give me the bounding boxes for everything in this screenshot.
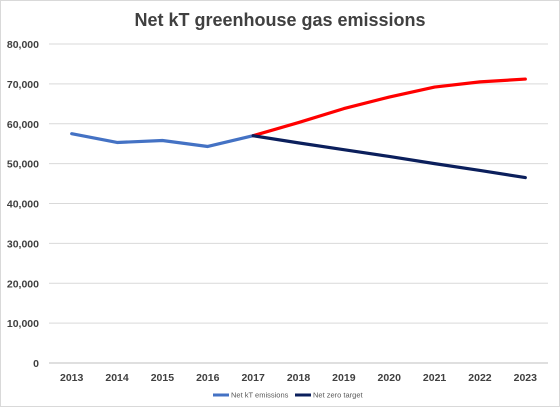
y-axis: 0 10,000 20,000 30,000 40,000 50,000 60,000 70,… (7, 39, 39, 370)
legend-label: Net kT emissions (231, 391, 289, 400)
y-tick-label: 20,000 (7, 278, 39, 290)
x-tick-label: 2015 (151, 372, 175, 384)
y-tick-label: 70,000 (7, 79, 39, 91)
y-tick-label: 60,000 (7, 119, 39, 131)
series-lines (70, 77, 527, 180)
x-tick-label: 2013 (60, 372, 84, 384)
gridlines (49, 43, 548, 364)
x-tick-label: 2020 (378, 372, 402, 384)
x-tick-label: 2018 (287, 372, 311, 384)
y-tick-label: 80,000 (7, 39, 39, 51)
x-tick-label: 2016 (196, 372, 220, 384)
x-tick-label: 2019 (332, 372, 356, 384)
y-tick-label: 0 (33, 358, 39, 370)
x-axis: 2013 2014 2015 2016 2017 2018 2019 2020 2021 2022… (60, 372, 537, 384)
y-tick-label: 10,000 (7, 318, 39, 330)
y-tick-label: 30,000 (7, 238, 39, 250)
y-tick-label: 50,000 (7, 159, 39, 171)
legend: Net kT emissions Net zero target (213, 391, 364, 400)
y-tick-label: 40,000 (7, 199, 39, 211)
legend-label: Net zero target (313, 391, 364, 400)
series-line-3 (251, 134, 527, 180)
x-tick-label: 2017 (241, 372, 265, 384)
series-line-2 (251, 77, 527, 138)
x-tick-label: 2021 (423, 372, 447, 384)
x-tick-label: 2023 (514, 372, 538, 384)
x-tick-label: 2022 (468, 372, 492, 384)
x-tick-label: 2014 (105, 372, 129, 384)
series-line-1 (70, 132, 255, 149)
chart-title: Net kT greenhouse gas emissions (134, 10, 425, 30)
